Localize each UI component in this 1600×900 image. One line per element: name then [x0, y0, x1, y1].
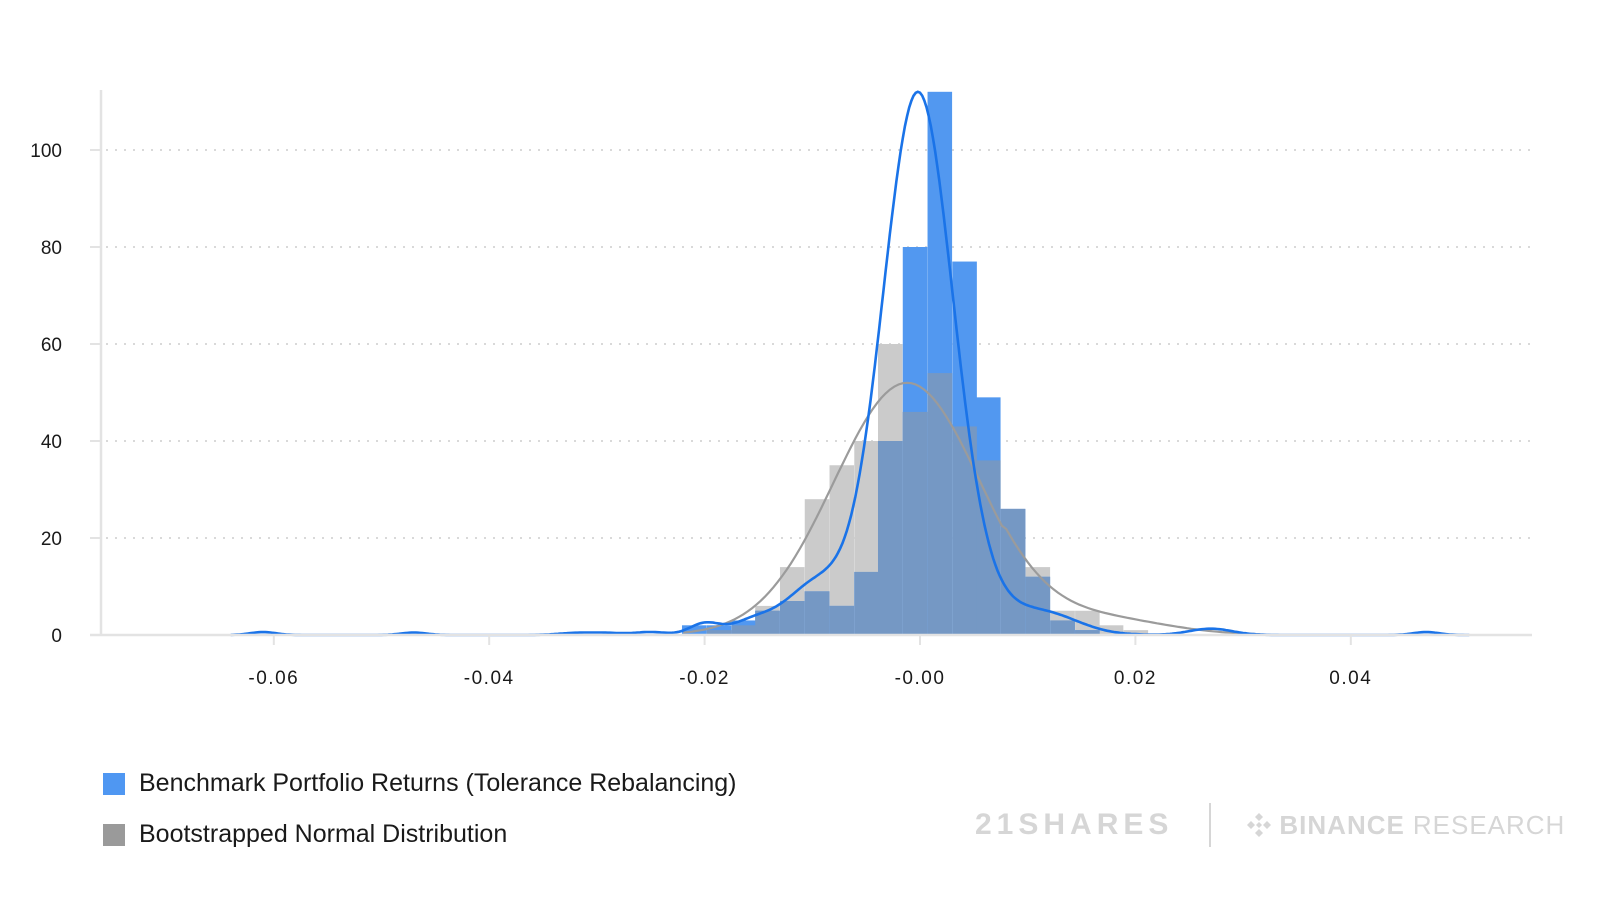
overlap-bar: [927, 373, 953, 635]
overlap-bar: [1075, 630, 1100, 635]
overlap-bar: [779, 601, 805, 635]
logo-divider: [1209, 803, 1212, 847]
bootstrapped-normal-bars: [706, 344, 1149, 635]
legend-label: Benchmark Portfolio Returns (Tolerance R…: [139, 769, 737, 797]
binance-diamond-icon: [1247, 813, 1272, 837]
legend-item-benchmark: Benchmark Portfolio Returns (Tolerance R…: [103, 758, 737, 809]
y-tick-label: 100: [30, 141, 62, 162]
overlap-bar: [976, 460, 1001, 635]
y-axis-ticks: 0 20 40 60 80 100: [30, 141, 101, 647]
x-tick-label: -0.04: [464, 668, 515, 689]
y-tick-label: 20: [41, 529, 62, 550]
legend: Benchmark Portfolio Returns (Tolerance R…: [103, 758, 737, 860]
gray-bar: [1123, 630, 1149, 635]
branding: 21SHARES BINANCE RESEARCH: [975, 800, 1565, 850]
y-tick-label: 80: [41, 238, 62, 259]
21shares-logo: 21SHARES: [975, 808, 1174, 841]
y-tick-label: 40: [41, 432, 62, 453]
binance-research-logo: BINANCE RESEARCH: [1245, 810, 1565, 841]
research-wordmark: RESEARCH: [1412, 809, 1566, 840]
y-tick-label: 60: [41, 335, 62, 356]
overlap-bar: [902, 411, 928, 635]
x-tick-label: 0.04: [1329, 668, 1372, 689]
overlap-bar: [829, 605, 855, 635]
overlap-bar: [731, 625, 757, 635]
x-tick-label: -0.02: [679, 668, 730, 689]
gridlines: [106, 149, 1532, 539]
legend-item-bootstrapped: Bootstrapped Normal Distribution: [103, 809, 737, 860]
gray-bar: [1098, 625, 1124, 635]
x-tick-label: -0.00: [895, 668, 946, 689]
overlap-bar: [1050, 620, 1075, 635]
blue-bar: [681, 625, 707, 635]
axes: [90, 90, 1532, 637]
binance-wordmark: BINANCE: [1279, 809, 1405, 840]
x-tick-label: 0.02: [1114, 668, 1157, 689]
y-tick-label: 0: [51, 626, 62, 647]
overlap-bar: [706, 630, 732, 635]
bootstrapped-normal-kde-line: [682, 381, 1261, 636]
overlap-bar: [877, 441, 903, 635]
overlap-bar: [1000, 508, 1026, 635]
legend-label: Bootstrapped Normal Distribution: [139, 820, 508, 848]
legend-swatch-blue: [103, 772, 125, 795]
x-axis-ticks: -0.06 -0.04 -0.02 -0.00 0.02 0.04: [248, 635, 1372, 689]
legend-swatch-gray: [103, 823, 125, 846]
overlap-bar: [854, 571, 879, 635]
overlap-bar: [804, 591, 830, 635]
overlap-bars: [706, 373, 1100, 635]
x-tick-label: -0.06: [248, 668, 299, 689]
